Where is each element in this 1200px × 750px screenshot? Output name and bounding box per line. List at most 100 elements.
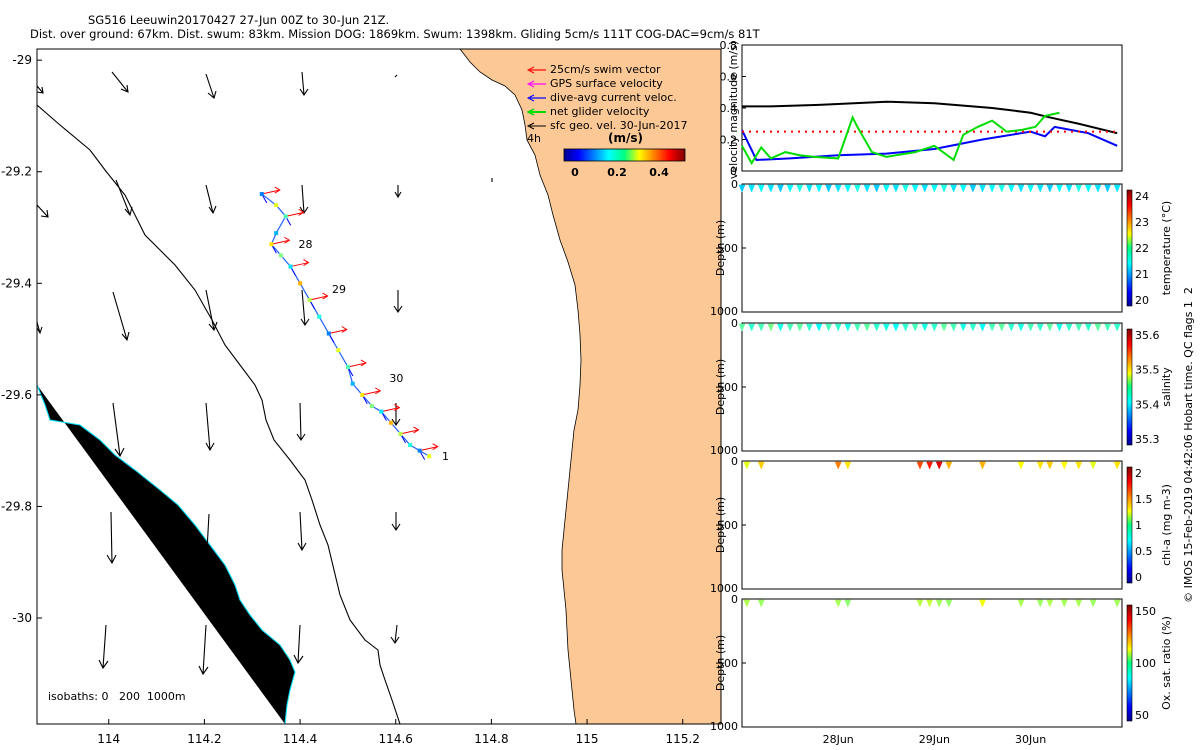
profile-mark — [738, 323, 746, 332]
profile-mark — [1017, 184, 1025, 193]
depth-tick-label: 500 — [717, 242, 738, 255]
profile-mark — [738, 184, 746, 193]
track-point — [288, 264, 293, 269]
profile-mark — [988, 184, 996, 193]
time-tick-label: 30Jun — [1015, 733, 1046, 746]
profile-mark — [926, 599, 933, 608]
track-point — [298, 281, 303, 286]
swim-vector-head — [413, 426, 420, 434]
profile-mark — [1075, 461, 1083, 470]
colorbar-tick-label: 35.4 — [1135, 398, 1160, 411]
profile-mark — [979, 461, 986, 470]
time-axis: 28Jun 29Jun 30Jun — [823, 733, 1047, 746]
swim-vector-head — [394, 404, 401, 412]
profile-mark — [743, 461, 751, 470]
profile-mark — [892, 323, 900, 332]
isobath-200m — [37, 104, 401, 724]
profile-mark — [796, 323, 804, 332]
depth-tick-label: 0 — [731, 178, 738, 191]
profile-mark — [940, 184, 948, 193]
profile-mark — [1056, 184, 1063, 193]
colorbar-label: temperature (°C) — [1160, 201, 1173, 295]
glider-track: 28 29 30 1 — [259, 186, 449, 463]
profile-mark — [945, 599, 953, 608]
profile-mark — [1089, 599, 1097, 608]
profile-mark — [911, 323, 919, 332]
legend-item-net-glider: net glider velocity — [526, 105, 650, 118]
profile-mark — [916, 599, 924, 608]
swim-vector — [309, 295, 328, 301]
profile-mark — [786, 323, 794, 332]
profile-mark — [854, 184, 861, 193]
colorbar-tick-label: 1 — [1135, 519, 1142, 532]
profile-mark — [873, 184, 881, 193]
track-point — [388, 420, 393, 425]
profile-mark — [777, 323, 784, 332]
profile-mark — [1036, 461, 1044, 470]
profile-mark — [1084, 184, 1092, 193]
depth-tick-label: 1000 — [710, 720, 738, 733]
profile-mark — [1036, 599, 1044, 608]
profile-colorbar — [1126, 604, 1133, 722]
swim-vector — [271, 239, 290, 245]
profile-mark — [988, 323, 996, 332]
track-day-label: 1 — [442, 450, 449, 463]
profile-mark — [844, 461, 852, 470]
profile-mark — [921, 323, 929, 332]
profile-mark — [931, 323, 938, 332]
profile-mark — [979, 323, 986, 332]
profile-mark — [757, 323, 765, 332]
track-point — [336, 348, 341, 353]
track-point — [408, 443, 413, 448]
profile-mark — [1113, 184, 1121, 193]
profile-mark — [1060, 461, 1068, 470]
profile-mark — [757, 599, 765, 608]
profile-mark — [854, 323, 861, 332]
profile-mark — [844, 323, 852, 332]
swim-vector — [290, 262, 309, 268]
colorbar-tick-label: 2 — [1135, 467, 1142, 480]
profile-mark — [921, 184, 929, 193]
velocity-series-line — [741, 111, 1060, 166]
velocity-y-tick-label: 0.4 — [720, 102, 738, 115]
profile-mark — [998, 323, 1006, 332]
track-point — [317, 314, 322, 319]
map-x-tick-label: 114.2 — [187, 732, 221, 746]
colorbar-tick-label: 22 — [1135, 242, 1149, 255]
profile-mark — [998, 184, 1006, 193]
profile-mark — [863, 184, 871, 193]
profile-mark — [873, 323, 881, 332]
track-point — [283, 214, 288, 219]
chart-title-line-1: SG516 Leeuwin20170427 27-Jun 00Z to 30-J… — [88, 13, 390, 27]
profile-mark — [825, 184, 832, 193]
profile-mark — [926, 461, 933, 470]
colorbar-label: chl-a (mg m-3) — [1160, 484, 1173, 566]
swim-vector — [328, 329, 347, 334]
profile-mark — [1017, 323, 1025, 332]
depth-tick-label: 500 — [717, 519, 738, 532]
profile-mark — [940, 323, 948, 332]
profile-mark — [902, 323, 909, 332]
track-point — [345, 364, 350, 369]
profile-mark — [1075, 599, 1083, 608]
colorbar-tick: 0 — [571, 166, 579, 179]
profile-mark — [1007, 184, 1015, 193]
colorbar-title: (m/s) — [608, 131, 643, 145]
map-x-tick-label: 115 — [576, 732, 599, 746]
profile-mark — [1104, 184, 1111, 193]
legend-item-gps-velocity: GPS surface velocity — [526, 77, 663, 90]
track-point — [427, 454, 432, 459]
profile-colorbar — [1126, 466, 1133, 584]
colorbar-tick-label: 21 — [1135, 268, 1149, 281]
profile-mark — [1046, 323, 1054, 332]
profile-mark — [911, 184, 919, 193]
profile-mark — [767, 323, 775, 332]
profile-mark — [805, 323, 813, 332]
profile-mark — [748, 323, 755, 332]
profile-mark — [1113, 599, 1121, 608]
swim-vector-head — [298, 208, 305, 216]
colorbar-label: salinity — [1160, 367, 1173, 407]
track-point — [360, 392, 365, 397]
map-y-tick-label: -29.8 — [1, 499, 32, 513]
profile-mark — [1065, 184, 1073, 193]
